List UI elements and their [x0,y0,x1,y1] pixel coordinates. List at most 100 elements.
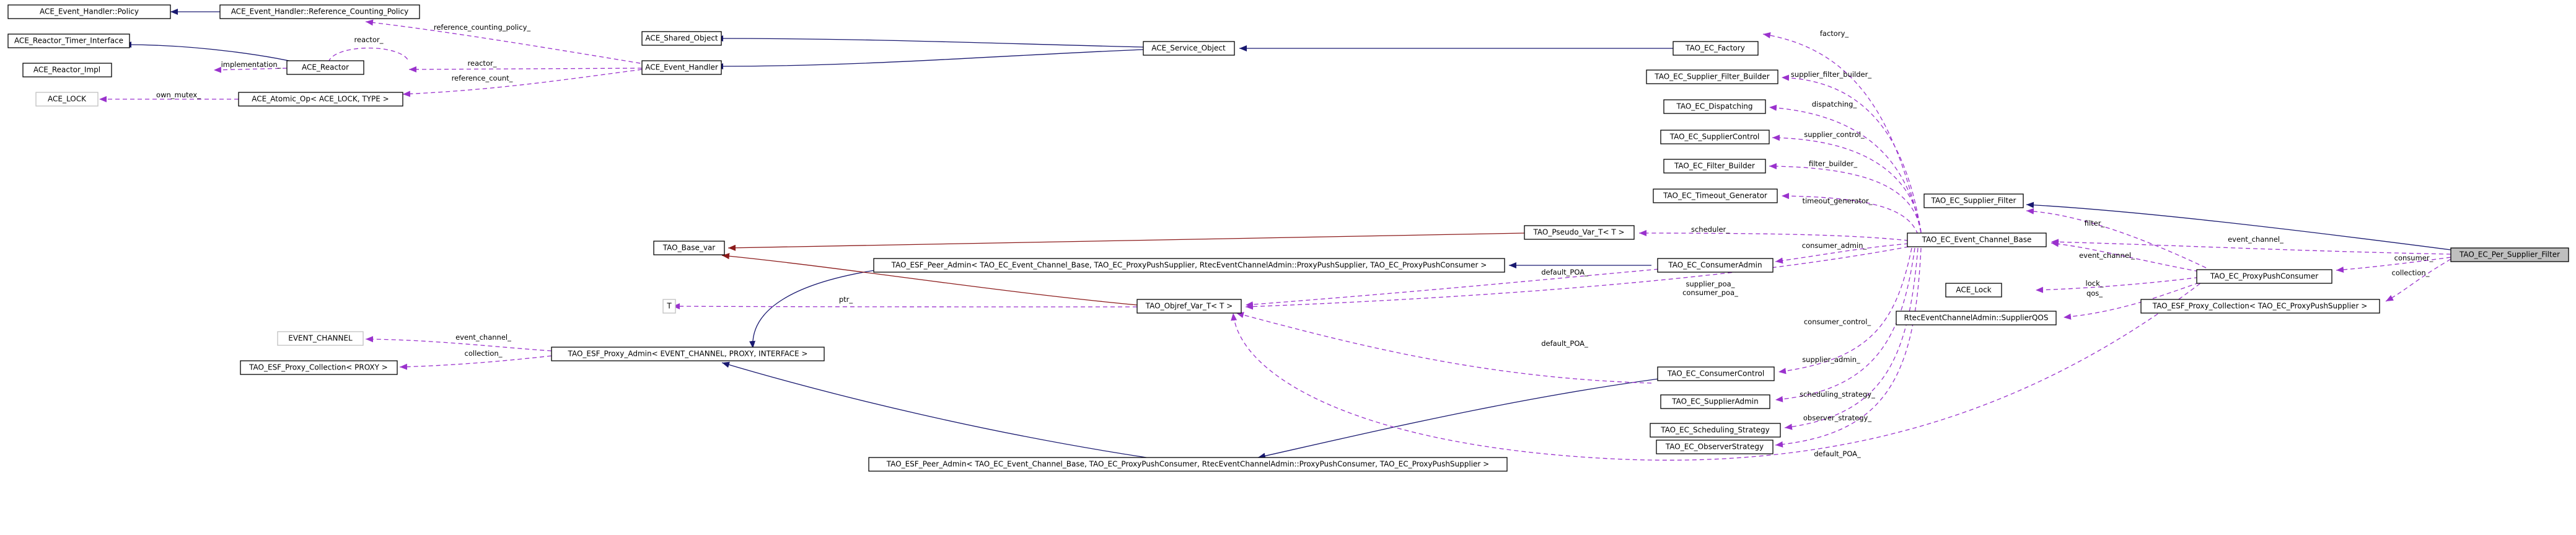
node-ace-event-handler[interactable]: ACE_Event_Handler [641,60,722,75]
edge-label-default-poa-3: default_POA_ [1814,449,1861,458]
inherit-edge-objref-var-base [721,253,1138,306]
edge-label-own-mutex: own_mutex_ [156,91,201,99]
node-tao-esf-proxy-admin[interactable]: TAO_ESF_Proxy_Admin< EVENT_CHANNEL, PROX… [551,347,825,361]
use-edge-consumer-control [1778,247,1912,374]
edge-label-observer-strategy: observer_strategy_ [1803,413,1871,422]
node-t-param[interactable]: T [662,299,676,314]
use-edge-reactor-self [328,47,410,63]
edge-label-event-channel-psf: event_channel_ [2228,235,2284,244]
use-edge-lock [2035,276,2207,293]
svg-text:TAO_Objref_Var_T< T >: TAO_Objref_Var_T< T > [1145,302,1233,311]
svg-text:TAO_Pseudo_Var_T< T >: TAO_Pseudo_Var_T< T > [1532,228,1624,237]
inherit-edge-pseudo-var-base [728,232,1525,251]
node-tao-ec-factory[interactable]: TAO_EC_Factory [1673,41,1759,56]
use-edge-dispatching [1769,104,1922,233]
inherit-edge-peer-supplier-proxyadmin [749,268,884,349]
use-edge-scheduling-strategy [1784,247,1919,430]
node-tao-ec-observerstrategy[interactable]: TAO_EC_ObserverStrategy [1656,440,1774,454]
svg-text:T: T [666,302,672,311]
use-edge-ptr [672,303,1138,310]
edge-label-reactor: reactor_ [468,59,497,68]
inherit-edge-reactor-timer [123,42,310,66]
svg-text:RtecEventChannelAdmin::Supplie: RtecEventChannelAdmin::SupplierQOS [1904,314,2049,322]
node-ace-shared-object[interactable]: ACE_Shared_Object [641,31,722,46]
svg-text:TAO_EC_Dispatching: TAO_EC_Dispatching [1676,102,1752,111]
use-edge-reference-counting-policy [365,19,648,65]
svg-text:TAO_ESF_Peer_Admin< TAO_EC_Eve: TAO_ESF_Peer_Admin< TAO_EC_Event_Channel… [886,460,1490,469]
svg-text:TAO_ESF_Proxy_Collection< PROX: TAO_ESF_Proxy_Collection< PROXY > [248,363,388,372]
node-ace-reactor[interactable]: ACE_Reactor [286,60,364,75]
edge-label-reference-count: reference_count_ [452,74,513,82]
edge-label-ptr: ptr_ [839,295,853,304]
svg-text:TAO_EC_ObserverStrategy: TAO_EC_ObserverStrategy [1665,443,1764,451]
node-tao-esf-proxy-collection[interactable]: TAO_ESF_Proxy_Collection< PROXY > [240,360,398,375]
svg-text:ACE_LOCK: ACE_LOCK [48,95,87,104]
svg-text:ACE_Event_Handler: ACE_Event_Handler [645,63,718,72]
node-ace-reactor-timer-interface[interactable]: ACE_Reactor_Timer_Interface [7,33,130,48]
svg-text:ACE_Atomic_Op< ACE_LOCK, TYPE: ACE_Atomic_Op< ACE_LOCK, TYPE > [252,95,389,104]
svg-text:TAO_EC_Scheduling_Strategy: TAO_EC_Scheduling_Strategy [1660,426,1770,435]
node-tao-ec-suppliercontrol[interactable]: TAO_EC_SupplierControl [1660,130,1770,144]
use-edge-qos [2063,280,2207,320]
node-ace-eh-reference-counting-policy[interactable]: ACE_Event_Handler::Reference_Counting_Po… [219,4,420,19]
edge-label-dispatching: dispatching_ [1812,100,1857,108]
node-tao-ec-timeout-generator[interactable]: TAO_EC_Timeout_Generator [1653,188,1778,203]
use-edge-supplier-filter-builder [1781,74,1922,233]
node-tao-ec-proxypushconsumer[interactable]: TAO_EC_ProxyPushConsumer [2196,269,2332,284]
node-tao-ec-consumeradmin[interactable]: TAO_EC_ConsumerAdmin [1657,258,1774,273]
use-edge-timeout-generator [1781,193,1919,235]
svg-text:ACE_Event_Handler::Reference_C: ACE_Event_Handler::Reference_Counting_Po… [231,7,409,16]
node-tao-ec-supplier-filter[interactable]: TAO_EC_Supplier_Filter [1923,193,2024,208]
use-edge-collection-psf [2385,259,2451,302]
node-ace-lock-class[interactable]: ACE_Lock [1945,283,2002,298]
node-tao-esf-proxy-collection-supplier[interactable]: TAO_ESF_Proxy_Collection< TAO_EC_ProxyPu… [2140,299,2380,314]
node-ace-event-handler-policy[interactable]: ACE_Event_Handler::Policy [7,4,171,19]
node-ace-reactor-impl[interactable]: ACE_Reactor_Impl [22,63,112,77]
inherit-edge-service-object-eh [715,49,1144,69]
node-tao-ec-event-channel-base[interactable]: TAO_EC_Event_Channel_Base [1907,232,2047,247]
node-tao-esf-peer-admin-supplier[interactable]: TAO_ESF_Peer_Admin< TAO_EC_Event_Channel… [873,258,1505,273]
use-edge-filter [2026,208,2207,268]
edge-label-lock: lock_ [2086,279,2104,288]
svg-text:TAO_EC_Supplier_Filter_Builder: TAO_EC_Supplier_Filter_Builder [1654,73,1769,81]
node-tao-ec-supplier-filter-builder[interactable]: TAO_EC_Supplier_Filter_Builder [1646,69,1778,84]
node-tao-pseudo-var[interactable]: TAO_Pseudo_Var_T< T > [1524,225,1635,240]
node-tao-esf-peer-admin-consumer[interactable]: TAO_ESF_Peer_Admin< TAO_EC_Event_Channel… [868,457,1508,472]
inherit-edge-peer-consumer-proxyadmin [721,361,1147,458]
node-ace-service-object[interactable]: ACE_Service_Object [1143,41,1235,56]
svg-text:TAO_EC_Timeout_Generator: TAO_EC_Timeout_Generator [1663,192,1767,200]
edge-label-collection-admin: collection_ [465,349,503,358]
use-edge-reactor [408,66,643,73]
node-ace-lock-param[interactable]: ACE_LOCK [35,92,99,107]
edge-label-event-channel-admin: event_channel_ [455,333,511,342]
edge-label-event-channel-ppc: event_channel_ [2079,251,2135,260]
node-tao-ec-scheduling-strategy[interactable]: TAO_EC_Scheduling_Strategy [1650,423,1781,438]
node-tao-ec-supplieradmin[interactable]: TAO_EC_SupplierAdmin [1660,394,1770,409]
use-edge-observer-strategy [1775,247,1922,448]
node-tao-objref-var[interactable]: TAO_Objref_Var_T< T > [1136,299,1242,314]
node-tao-ec-filter-builder[interactable]: TAO_EC_Filter_Builder [1663,159,1766,174]
svg-text:TAO_ESF_Proxy_Admin< EVENT_CHA: TAO_ESF_Proxy_Admin< EVENT_CHANNEL, PROX… [568,350,808,358]
edge-label-reactor-self: reactor_ [354,35,384,44]
node-tao-ec-per-supplier-filter[interactable]: TAO_EC_Per_Supplier_Filter [2450,247,2569,262]
inherit-edge-supplieradmin-peer [1257,376,1674,459]
node-ace-atomic-op[interactable]: ACE_Atomic_Op< ACE_LOCK, TYPE > [238,92,403,107]
svg-text:TAO_EC_SupplierAdmin: TAO_EC_SupplierAdmin [1671,397,1759,406]
svg-text:TAO_Base_var: TAO_Base_var [662,244,716,252]
node-tao-base-var[interactable]: TAO_Base_var [653,241,725,255]
use-edge-filter-builder [1769,163,1922,233]
svg-text:ACE_Reactor_Impl: ACE_Reactor_Impl [33,66,100,74]
node-rtec-supplierqos[interactable]: RtecEventChannelAdmin::SupplierQOS [1896,311,2057,325]
edge-label-default-poa-2: default_POA_ [1541,339,1588,348]
edge-label-qos: qos_ [2086,289,2103,298]
svg-text:ACE_Lock: ACE_Lock [1956,286,1991,294]
node-event-channel-param[interactable]: EVENT_CHANNEL [277,331,364,346]
svg-text:TAO_EC_ConsumerControl: TAO_EC_ConsumerControl [1667,369,1764,378]
node-tao-ec-consumercontrol[interactable]: TAO_EC_ConsumerControl [1657,366,1775,381]
edge-label-supplier-poa: supplier_poa_ [1686,280,1735,288]
use-edge-default-poa-3 [1231,278,2207,461]
svg-text:TAO_EC_Supplier_Filter: TAO_EC_Supplier_Filter [1931,197,2016,205]
use-edge-default-poa-2 [1236,312,1652,384]
node-tao-ec-dispatching[interactable]: TAO_EC_Dispatching [1663,99,1766,114]
